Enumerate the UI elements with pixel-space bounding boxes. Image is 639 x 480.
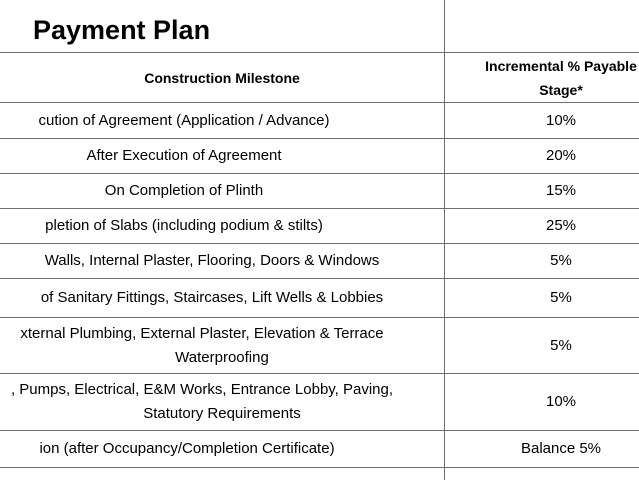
table-row: pletion of Slabs (including podium & sti… <box>0 209 444 243</box>
row-divider <box>0 278 639 279</box>
payable-cell: 20% <box>545 147 577 164</box>
milestone-cell: On Completion of Plinth <box>104 182 264 199</box>
row-divider <box>0 467 639 468</box>
header-payable-line1: Incremental % Payable <box>485 57 637 74</box>
header-incremental-payable: Incremental % Payable Stage* <box>445 53 639 102</box>
table-row: , Pumps, Electrical, E&M Works, Entrance… <box>0 374 444 430</box>
payable-cell: 10% <box>545 111 577 129</box>
payable-cell: 10% <box>545 393 577 410</box>
table-row: cution of Agreement (Application / Advan… <box>0 103 444 138</box>
payable-cell: 5% <box>550 336 572 354</box>
milestone-cell: xternal Plumbing, External Plaster, Elev… <box>20 324 384 342</box>
milestone-cell: of Sanitary Fittings, Staircases, Lift W… <box>40 289 384 306</box>
header-construction-milestone: Construction Milestone <box>144 69 300 86</box>
payable-cell: 5% <box>550 289 572 306</box>
row-divider <box>0 52 639 53</box>
table-row: xternal Plumbing, External Plaster, Elev… <box>0 318 444 373</box>
milestone-cell: Walls, Internal Plaster, Flooring, Doors… <box>44 252 380 269</box>
table-row: of Sanitary Fittings, Staircases, Lift W… <box>0 279 444 317</box>
payable-cell: Balance 5% <box>520 440 602 457</box>
row-divider <box>0 317 639 318</box>
milestone-cell: pletion of Slabs (including podium & sti… <box>45 217 323 234</box>
milestone-cell: cution of Agreement (Application / Advan… <box>38 111 330 129</box>
milestone-cell: After Execution of Agreement <box>86 147 282 164</box>
row-divider <box>0 173 639 174</box>
row-divider <box>0 373 639 374</box>
milestone-cell-line2: Statutory Requirements <box>143 405 301 422</box>
header-payable-line2: Stage* <box>539 81 583 98</box>
table-row: On Completion of Plinth <box>0 174 444 208</box>
row-divider <box>0 102 639 103</box>
table-row: After Execution of Agreement <box>0 139 444 173</box>
table-row: ion (after Occupancy/Completion Certific… <box>0 431 444 467</box>
column-divider <box>444 0 445 480</box>
row-divider <box>0 430 639 431</box>
row-divider <box>0 243 639 244</box>
milestone-cell: ion (after Occupancy/Completion Certific… <box>39 440 335 457</box>
milestone-cell: , Pumps, Electrical, E&M Works, Entrance… <box>10 381 394 398</box>
milestone-cell-line2: Waterproofing <box>175 348 269 366</box>
table-row: Walls, Internal Plaster, Flooring, Doors… <box>0 244 444 278</box>
payable-cell: 5% <box>550 252 572 269</box>
page-title: Payment Plan <box>33 15 211 45</box>
payable-cell: 15% <box>545 182 577 199</box>
row-divider <box>0 138 639 139</box>
payable-cell: 25% <box>545 217 577 234</box>
row-divider <box>0 208 639 209</box>
